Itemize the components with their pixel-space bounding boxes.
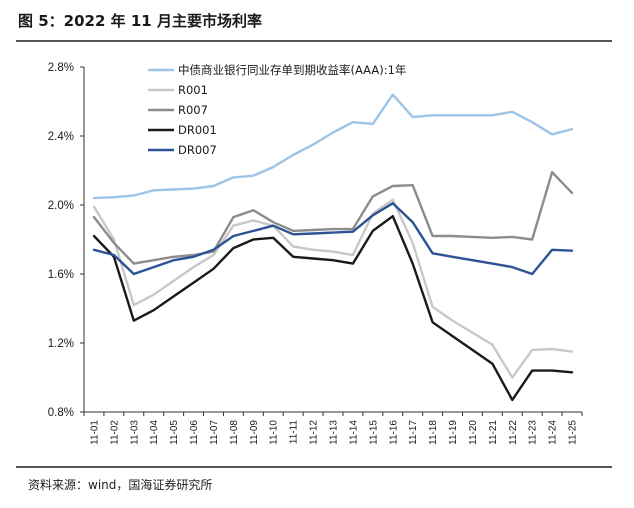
y-tick-label: 0.8% [48, 407, 74, 419]
x-tick-label: 11-10 [269, 420, 280, 445]
page-title: 图 5：2022 年 11 月主要市场利率 [18, 12, 262, 30]
x-tick-label: 11-04 [149, 420, 160, 445]
x-tick-label: 11-11 [289, 420, 300, 445]
x-tick-label: 11-15 [368, 420, 379, 445]
top-divider [16, 40, 612, 42]
x-tick-label: 11-25 [568, 420, 579, 445]
series-line-R007 [92, 170, 574, 265]
x-tick-label: 11-02 [109, 420, 120, 445]
x-tick-label: 11-09 [249, 420, 260, 445]
x-tick-label: 11-20 [468, 420, 479, 445]
legend-label: DR007 [178, 143, 217, 157]
x-tick-label: 11-08 [229, 420, 240, 445]
bottom-divider [16, 466, 612, 468]
x-tick-label: 11-16 [388, 420, 399, 445]
legend-label: R001 [178, 83, 208, 97]
series-line-DR007 [92, 202, 574, 276]
chart-axes: 0.8% 1.2% 1.6% 2.0% 2.4% 2.8% 11-01 11-02 11-03 1… [48, 62, 583, 445]
x-tick-label: 11-12 [309, 420, 320, 445]
series-line-中债商业银行同业存单到期收益率(AAA):1年 [92, 93, 574, 200]
x-tick-label: 11-06 [189, 420, 200, 445]
chart-legend: 中债商业银行同业存单到期收益率(AAA):1年 R001 R007 DR001 DR00… [148, 63, 406, 157]
x-tick-label: 11-13 [329, 420, 340, 445]
x-tick-label: 11-22 [508, 420, 519, 445]
x-tick-label: 11-03 [129, 420, 140, 445]
legend-label: DR001 [178, 123, 217, 137]
legend-label: 中债商业银行同业存单到期收益率(AAA):1年 [178, 63, 406, 77]
x-tick-label: 11-17 [408, 420, 419, 445]
x-tick-label: 11-19 [448, 420, 459, 445]
x-tick-label: 11-21 [488, 420, 499, 445]
x-tick-label: 11-24 [548, 420, 559, 445]
x-tick-label: 11-18 [428, 420, 439, 445]
source-note: 资料来源：wind，国海证券研究所 [28, 478, 213, 492]
x-tick-label: 11-23 [528, 420, 539, 445]
legend-label: R007 [178, 103, 208, 117]
x-tick-label: 11-14 [348, 420, 359, 445]
series-line-DR001 [92, 214, 574, 402]
chart-series [92, 93, 574, 402]
x-tick-label: 11-07 [209, 420, 220, 445]
y-tick-label: 2.0% [48, 200, 74, 212]
x-tick-label: 11-01 [89, 420, 100, 445]
y-tick-label: 1.6% [48, 269, 74, 281]
y-tick-label: 2.8% [48, 62, 74, 74]
y-tick-label: 1.2% [48, 338, 74, 350]
series-line-R001 [92, 198, 574, 379]
x-tick-label: 11-05 [169, 420, 180, 445]
y-tick-label: 2.4% [48, 131, 74, 143]
